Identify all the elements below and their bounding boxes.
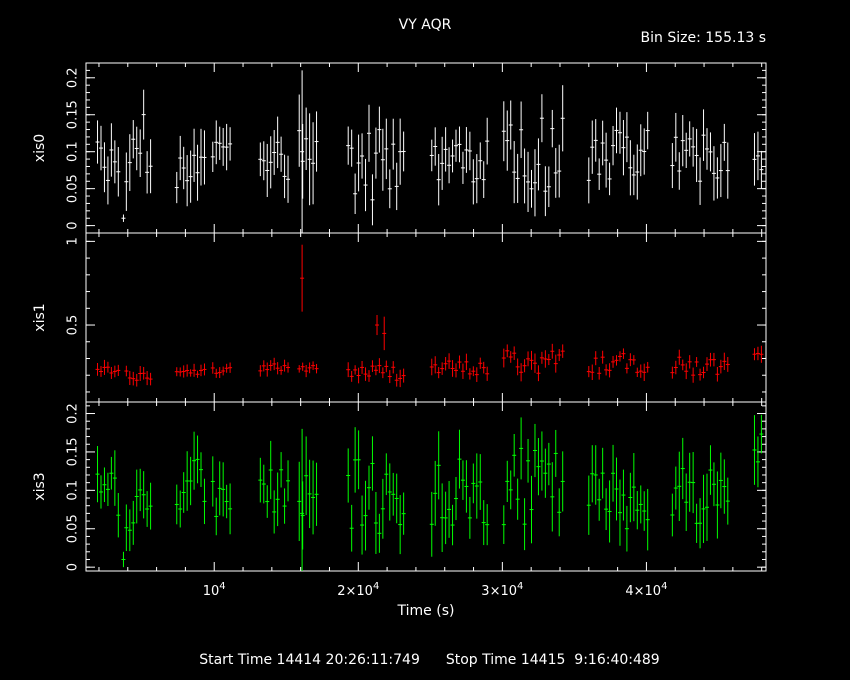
panel-frame-xis0 [85, 62, 767, 234]
start-time-label: Start Time 14414 20:26:11:749 [199, 652, 420, 668]
y-tick-label: 0.5 [66, 315, 81, 336]
x-tick-label: 3×104 [481, 581, 523, 599]
y-tick-label: 0.1 [66, 480, 81, 501]
y-tick-label: 0.2 [66, 403, 81, 424]
chart-title: VY AQR [398, 17, 452, 33]
y-tick-label: 0.05 [66, 174, 81, 203]
x-tick-label: 4×104 [625, 581, 667, 599]
x-tick-label: 2×104 [337, 581, 379, 599]
panel-frame-xis1 [85, 232, 767, 403]
y-axis-label-xis1: xis1 [32, 303, 48, 331]
x-axis-label: Time (s) [397, 603, 455, 619]
bin-size-label: Bin Size: 155.13 s [640, 30, 766, 46]
y-tick-label: 0.05 [66, 514, 81, 543]
stop-time-label: Stop Time 14415 9:16:40:489 [445, 652, 660, 668]
y-tick-label: 0.15 [66, 100, 81, 129]
y-axis-label-xis0: xis0 [32, 134, 48, 162]
x-tick-label: 104 [203, 581, 226, 599]
y-tick-label: 0 [66, 221, 81, 229]
y-tick-label: 0.2 [66, 67, 81, 88]
y-tick-label: 0.15 [66, 437, 81, 466]
time-range-footer: Start Time 14414 20:26:11:749 Stop Time 1… [0, 636, 850, 668]
y-tick-label: 0.1 [66, 141, 81, 162]
y-axis-label-xis3: xis3 [32, 472, 48, 500]
panel-frame-xis3 [85, 401, 767, 572]
y-tick-label: 0 [66, 563, 81, 571]
y-tick-label: 1 [66, 237, 81, 245]
